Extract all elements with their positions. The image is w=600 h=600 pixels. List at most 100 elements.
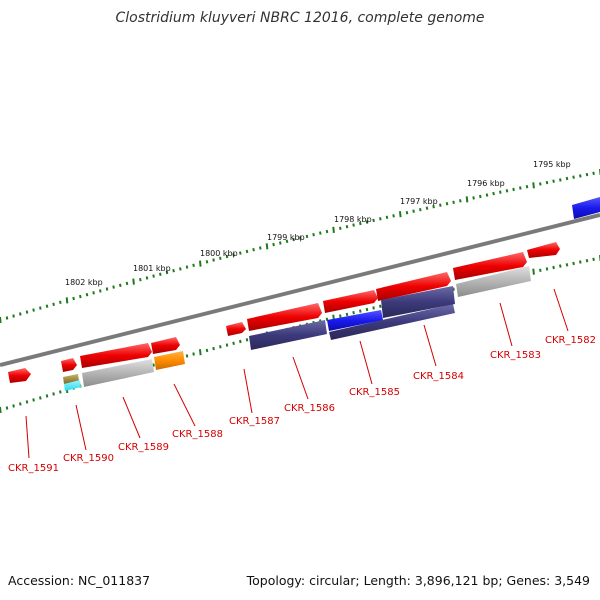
minor-tick: [499, 190, 502, 194]
minor-tick: [39, 396, 42, 400]
gene-arrow-ckr-1588[interactable]: [151, 337, 180, 354]
leader-ckr-1582: [553, 288, 569, 332]
gene-arrow-ckr-1587[interactable]: [226, 322, 246, 336]
minor-tick: [539, 268, 542, 272]
cds-features: [63, 197, 600, 391]
gene-label-ckr-1588[interactable]: CKR_1588: [172, 429, 223, 440]
minor-tick: [592, 257, 595, 261]
minor-tick: [572, 175, 575, 179]
minor-tick: [5, 316, 9, 320]
cds-purple-ckr-1584-upper[interactable]: [381, 286, 455, 318]
gene-label-ckr-1586[interactable]: CKR_1586: [284, 403, 335, 414]
cds-grey-ckr-1589[interactable]: [82, 359, 154, 387]
minor-tick: [252, 248, 255, 252]
minor-tick: [485, 193, 489, 197]
cds-purple-ckr-1584[interactable]: [329, 304, 455, 340]
gene-label-ckr-1587[interactable]: CKR_1587: [229, 416, 280, 427]
gene-label-ckr-1590[interactable]: CKR_1590: [63, 453, 114, 464]
minor-tick: [272, 242, 275, 247]
gene-label-ckr-1591[interactable]: CKR_1591: [8, 463, 59, 474]
cds-blue-ckr-1585[interactable]: [327, 310, 383, 331]
gene-arrow-ckr-1583[interactable]: [453, 252, 527, 280]
minor-tick: [365, 307, 369, 312]
minor-tick: [165, 270, 169, 275]
minor-tick: [505, 189, 509, 193]
minor-tick: [205, 260, 209, 264]
minor-tick: [59, 300, 62, 304]
gene-label-ckr-1585[interactable]: CKR_1585: [349, 387, 400, 398]
cds-blue-edge[interactable]: [572, 197, 600, 219]
cds-grey-ckr-1583[interactable]: [456, 266, 531, 297]
major-tick: [132, 278, 135, 285]
tick-label-1797: 1797 kbp: [400, 197, 438, 206]
major-tick: [199, 349, 202, 356]
scale-labels: 1802 kbp 1801 kbp 1800 kbp 1799 kbp 1798…: [65, 160, 571, 287]
gene-arrow-ckr-1591[interactable]: [8, 368, 31, 383]
minor-tick: [112, 285, 115, 289]
minor-tick: [392, 214, 395, 218]
minor-tick: [12, 404, 15, 408]
minor-tick: [419, 208, 422, 212]
minor-tick: [425, 206, 429, 210]
minor-tick: [99, 289, 102, 293]
major-tick: [399, 211, 402, 218]
gene-label-ckr-1589[interactable]: CKR_1589: [118, 442, 169, 453]
minor-tick: [372, 306, 375, 310]
gene-arrow-ckr-1584[interactable]: [376, 272, 451, 301]
minor-tick: [59, 390, 62, 394]
gene-arrow-ckr-1586[interactable]: [247, 303, 322, 331]
minor-tick: [565, 263, 569, 267]
minor-tick: [139, 278, 142, 282]
minor-tick: [219, 345, 222, 349]
major-tick: [532, 268, 535, 275]
minor-tick: [379, 304, 382, 308]
minor-tick: [292, 237, 295, 242]
minor-tick: [459, 199, 462, 203]
tick-label-1799: 1799 kbp: [267, 233, 305, 242]
cds-orange-ckr-1588[interactable]: [154, 351, 185, 370]
minor-tick: [192, 263, 195, 267]
cds-purple-ckr-1586[interactable]: [249, 320, 327, 350]
minor-tick: [325, 229, 329, 234]
minor-tick: [179, 267, 182, 271]
tick-label-1798: 1798 kbp: [334, 215, 372, 224]
minor-tick: [39, 306, 42, 310]
minor-tick: [45, 394, 49, 398]
minor-tick: [25, 310, 29, 314]
minor-tick: [239, 251, 242, 255]
minor-tick: [72, 296, 75, 301]
gene-label-ckr-1584[interactable]: CKR_1584: [413, 371, 464, 382]
gene-arrow-ckr-1589[interactable]: [80, 343, 152, 368]
leader-ckr-1589: [122, 396, 141, 439]
tick-label-1795: 1795 kbp: [533, 160, 571, 169]
minor-tick: [212, 258, 215, 262]
minor-tick: [439, 203, 442, 207]
minor-tick: [379, 217, 382, 221]
leader-ckr-1587: [243, 368, 253, 414]
minor-tick: [212, 346, 215, 351]
genome-backbone: [0, 213, 600, 367]
gene-arrow-ckr-1590[interactable]: [61, 358, 77, 372]
minor-tick: [345, 225, 349, 229]
gene-arrow-ckr-1585[interactable]: [323, 290, 378, 313]
major-tick: [199, 260, 202, 267]
minor-tick: [452, 200, 455, 204]
minor-tick: [92, 291, 95, 295]
minor-tick: [345, 312, 349, 317]
minor-tick: [152, 363, 155, 367]
major-tick: [65, 297, 69, 304]
minor-tick: [572, 261, 575, 266]
major-tick: [465, 196, 469, 203]
gene-label-ckr-1582[interactable]: CKR_1582: [545, 335, 596, 346]
minor-tick: [172, 269, 175, 273]
major-tick: [0, 406, 2, 414]
minor-tick: [159, 272, 162, 276]
accession-text: Accession: NC_011837: [8, 573, 151, 588]
gene-arrow-ckr-1582[interactable]: [527, 242, 560, 258]
gene-label-ckr-1583[interactable]: CKR_1583: [490, 350, 541, 361]
minor-tick: [119, 283, 122, 287]
cds-cyan[interactable]: [64, 380, 81, 391]
minor-tick: [445, 202, 449, 206]
minor-tick: [279, 241, 282, 245]
